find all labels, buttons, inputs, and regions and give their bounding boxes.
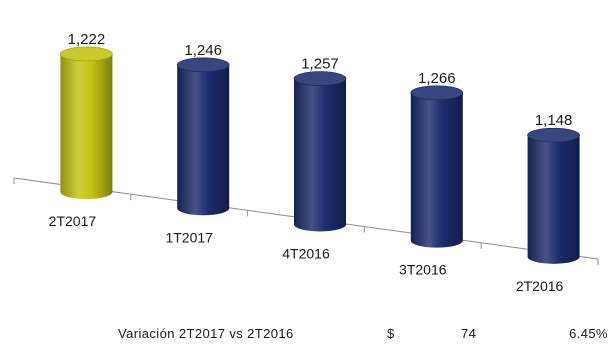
- bar-top-1T2017: [176, 57, 230, 73]
- data-label: 1,257: [301, 56, 339, 73]
- bar-3T2016: [410, 92, 463, 248]
- category-label: 2T2016: [516, 278, 564, 294]
- bar-top-2T2017: [60, 46, 113, 62]
- variation-currency: $: [387, 326, 395, 341]
- variation-difference: 74: [461, 326, 477, 341]
- data-label: 1,222: [68, 31, 106, 48]
- bar-1T2017: [177, 64, 230, 216]
- variation-percent: 6.45%: [569, 326, 608, 341]
- bar-top-2T2016: [527, 127, 580, 143]
- bar-2T2016: [527, 135, 580, 264]
- category-label: 3T2016: [399, 262, 447, 278]
- category-label: 1T2017: [165, 229, 213, 245]
- bar-top-4T2016: [293, 71, 347, 86]
- data-label: 1,148: [535, 112, 573, 129]
- data-label: 1,246: [184, 42, 222, 59]
- variation-label: Variación 2T2017 vs 2T2016: [118, 326, 294, 341]
- category-label: 2T2017: [49, 213, 97, 229]
- bar-top-3T2016: [410, 85, 464, 101]
- category-label: 4T2016: [282, 246, 330, 262]
- bar-2T2017: [60, 53, 113, 200]
- bar-4T2016: [294, 78, 346, 232]
- bar-chart: 1,222 2T2017 1,246 1T2017 1,257 4T2016 1,266 3T…: [13, 31, 599, 294]
- data-label: 1,266: [418, 70, 456, 87]
